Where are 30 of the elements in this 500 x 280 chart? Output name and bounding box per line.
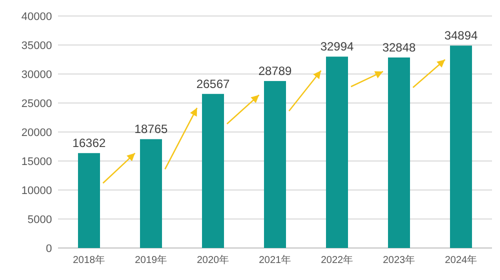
bar [450, 46, 472, 248]
y-tick-label: 5000 [28, 214, 52, 226]
x-tick-label: 2023年 [382, 254, 416, 266]
data-label: 16362 [72, 136, 106, 150]
y-tick-label: 30000 [21, 69, 52, 81]
x-tick-label: 2018年 [72, 254, 106, 266]
y-tick-label: 10000 [21, 185, 52, 197]
data-label: 18765 [134, 122, 168, 136]
x-tick-label: 2022年 [320, 254, 354, 266]
bar [202, 94, 224, 248]
x-tick-label: 2019年 [134, 254, 168, 266]
x-tick-label: 2021年 [258, 254, 292, 266]
y-tick-label: 35000 [21, 40, 52, 52]
bar [264, 81, 286, 248]
data-label: 32848 [382, 40, 416, 54]
bar [326, 56, 348, 248]
y-tick-label: 20000 [21, 127, 52, 139]
bar [388, 57, 410, 248]
y-tick-label: 15000 [21, 156, 52, 168]
y-tick-label: 40000 [21, 11, 52, 23]
data-label: 26567 [196, 76, 230, 91]
data-label: 34894 [444, 28, 478, 43]
data-label: 32994 [320, 40, 354, 54]
x-tick-label: 2024年 [444, 254, 478, 266]
data-label: 28789 [258, 64, 292, 78]
y-tick-label: 25000 [21, 98, 52, 110]
x-tick-label: 2020年 [196, 254, 230, 266]
bar [140, 139, 162, 248]
y-tick-label: 0 [46, 243, 52, 255]
bar [78, 153, 100, 248]
